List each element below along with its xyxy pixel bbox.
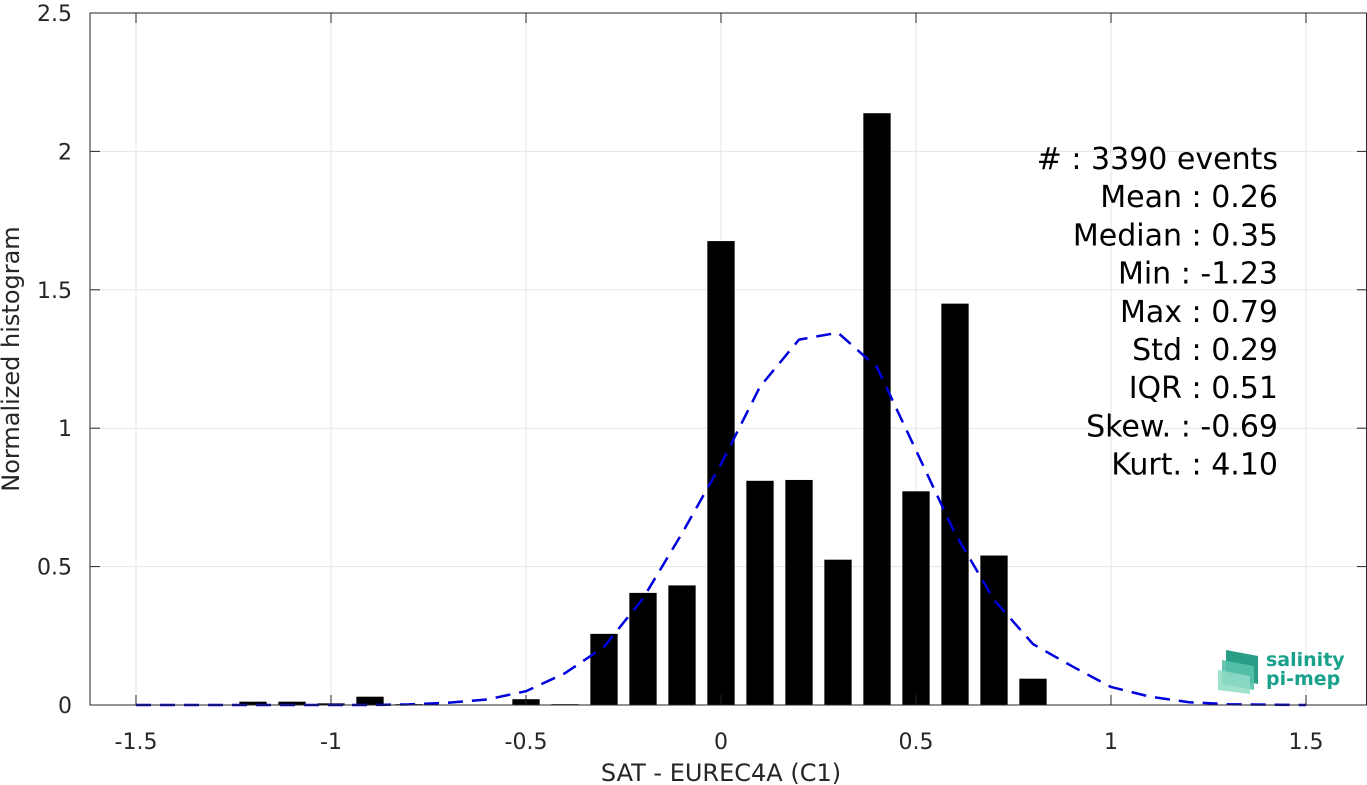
stat-line: Min : -1.23	[1118, 257, 1278, 292]
y-tick-label: 0.5	[37, 556, 72, 581]
x-tick-labels: -1.5 -1 -0.5 0 0.5 1 1.5	[115, 730, 1324, 755]
stat-line: # : 3390 events	[1037, 142, 1278, 177]
histogram-bar	[1019, 678, 1047, 705]
x-tick-label: 0	[714, 730, 728, 755]
x-tick-label: 1	[1104, 730, 1118, 755]
histogram-bar	[239, 701, 267, 705]
x-tick-label: -0.5	[505, 730, 548, 755]
histogram-bar	[941, 303, 969, 705]
histogram-bar	[824, 559, 852, 705]
logo-text-salinity: salinity	[1266, 649, 1345, 671]
stat-line: Mean : 0.26	[1100, 180, 1278, 215]
histogram-bar	[902, 491, 930, 705]
y-axis-title: Normalized histogram	[0, 226, 25, 491]
y-tick-label: 0	[58, 694, 72, 719]
axis-ticks	[90, 12, 1367, 706]
histogram-bar	[668, 585, 696, 705]
x-axis-title: SAT - EUREC4A (C1)	[601, 759, 841, 785]
x-tick-label: -1	[320, 730, 342, 755]
y-tick-label: 1.5	[37, 279, 72, 304]
stat-line: Kurt. : 4.10	[1111, 448, 1278, 483]
stat-line: Skew. : -0.69	[1086, 409, 1278, 444]
histogram-bar	[590, 633, 618, 705]
salinity-pi-mep-logo: salinity pi-mep	[1218, 649, 1345, 694]
histogram-bar	[629, 592, 657, 705]
y-tick-label: 1	[58, 417, 72, 442]
stat-line: IQR : 0.51	[1129, 371, 1278, 406]
y-tick-label: 2	[58, 140, 72, 165]
y-tick-labels: 0 0.5 1 1.5 2 2.5	[37, 2, 72, 719]
histogram-bars	[239, 113, 1047, 706]
wave-logo-icon	[1218, 650, 1258, 694]
stat-line: Std : 0.29	[1132, 333, 1278, 368]
histogram-bar	[785, 479, 813, 705]
histogram-bar	[746, 480, 774, 705]
stat-line: Median : 0.35	[1073, 218, 1278, 253]
x-tick-label: -1.5	[115, 730, 158, 755]
histogram-bar	[707, 241, 735, 706]
histogram-bar	[863, 113, 891, 705]
histogram-bar	[356, 696, 384, 705]
logo-text-pi-mep: pi-mep	[1266, 668, 1340, 690]
histogram-bar	[278, 701, 306, 705]
y-tick-label: 2.5	[37, 2, 72, 27]
x-tick-label: 0.5	[899, 730, 934, 755]
stat-line: Max : 0.79	[1120, 295, 1278, 330]
histogram-bar	[980, 555, 1008, 705]
x-tick-label: 1.5	[1289, 730, 1324, 755]
